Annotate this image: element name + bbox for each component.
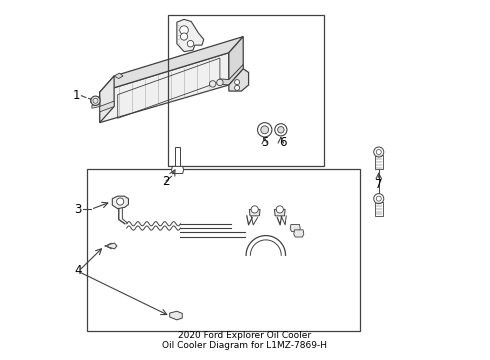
Polygon shape: [274, 210, 285, 216]
Polygon shape: [114, 73, 123, 78]
Circle shape: [217, 79, 223, 86]
Text: 1: 1: [73, 89, 80, 102]
Polygon shape: [170, 311, 182, 320]
Text: 2: 2: [162, 175, 170, 188]
Circle shape: [276, 206, 283, 213]
Polygon shape: [229, 69, 248, 91]
Text: 6: 6: [279, 136, 286, 149]
Polygon shape: [91, 97, 100, 103]
Bar: [175, 147, 180, 166]
Polygon shape: [177, 19, 204, 51]
Polygon shape: [229, 37, 243, 85]
Polygon shape: [108, 243, 117, 249]
Bar: [375, 202, 383, 216]
Bar: [87, 169, 360, 330]
Text: 4: 4: [74, 264, 82, 277]
Polygon shape: [249, 210, 260, 216]
Text: 5: 5: [261, 136, 269, 149]
Bar: [375, 155, 383, 169]
Polygon shape: [294, 230, 304, 237]
Circle shape: [235, 85, 240, 90]
Polygon shape: [92, 104, 100, 108]
Circle shape: [251, 206, 258, 213]
Circle shape: [275, 124, 287, 136]
Text: 2020 Ford Explorer Oil Cooler
Oil Cooler Diagram for L1MZ-7869-H: 2020 Ford Explorer Oil Cooler Oil Cooler…: [163, 331, 327, 350]
Circle shape: [117, 198, 124, 205]
Polygon shape: [220, 64, 243, 85]
Circle shape: [278, 127, 284, 133]
Polygon shape: [100, 76, 114, 123]
Circle shape: [374, 194, 384, 204]
Circle shape: [180, 33, 188, 40]
Circle shape: [210, 81, 216, 87]
Polygon shape: [100, 101, 114, 112]
Polygon shape: [100, 53, 229, 123]
Text: 7: 7: [375, 178, 383, 191]
Circle shape: [187, 41, 194, 47]
Text: 3: 3: [74, 203, 82, 216]
Circle shape: [235, 80, 240, 85]
Circle shape: [374, 147, 384, 157]
Polygon shape: [112, 196, 128, 209]
Circle shape: [180, 26, 188, 35]
Circle shape: [91, 96, 100, 105]
Circle shape: [258, 123, 272, 137]
Bar: [168, 15, 324, 166]
Polygon shape: [172, 166, 184, 174]
Circle shape: [261, 126, 269, 134]
Polygon shape: [100, 37, 243, 92]
Polygon shape: [290, 225, 300, 231]
